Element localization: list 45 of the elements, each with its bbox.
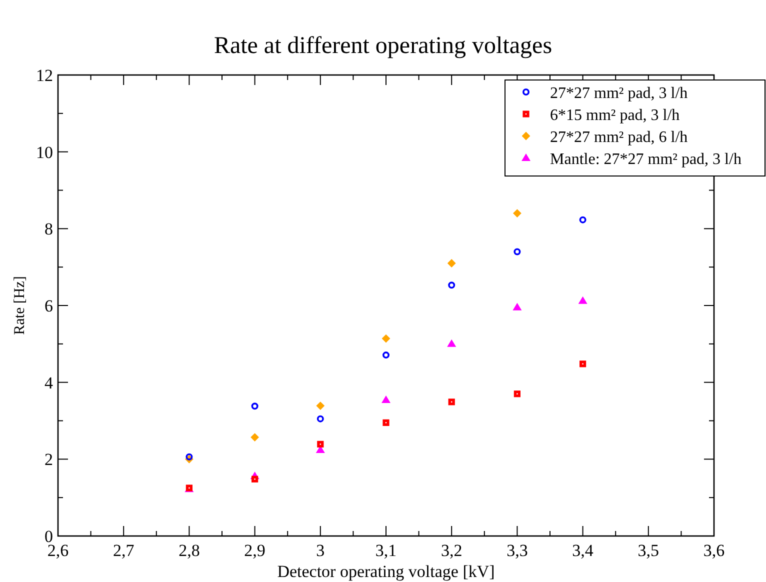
x-tick-label: 3,3 [506, 541, 528, 560]
point [382, 352, 390, 359]
x-tick-label: 3,4 [572, 541, 594, 560]
point [382, 419, 390, 426]
y-tick-label: 8 [44, 220, 53, 239]
point [578, 296, 588, 304]
point [448, 398, 455, 406]
x-tick-label: 2,8 [178, 541, 200, 560]
point [579, 216, 586, 224]
legend-label: 27*27 mm² pad, 3 l/h [550, 85, 688, 102]
y-tick-label: 12 [36, 66, 53, 85]
point [316, 415, 324, 422]
point [447, 339, 456, 347]
x-tick-label: 3,5 [638, 541, 660, 560]
x-tick-label: 3,6 [703, 541, 725, 560]
x-tick-label: 3,2 [440, 541, 462, 560]
point [250, 433, 259, 442]
y-tick-label: 2 [44, 450, 53, 470]
point [514, 390, 520, 398]
point [316, 402, 325, 410]
legend-label: 6*15 mm² pad, 3 l/h [550, 107, 680, 124]
point [251, 402, 258, 410]
point [447, 259, 456, 268]
point [186, 453, 193, 460]
x-tick-label: 3 [316, 541, 325, 560]
y-tick-label: 4 [44, 373, 54, 392]
x-tick-label: 2,7 [112, 541, 135, 560]
x-tick-label: 2,9 [244, 541, 266, 560]
y-tick-label: 10 [36, 142, 53, 162]
legend-label: 27*27 mm² pad, 6 l/h [550, 129, 688, 146]
legend-label: Mantle: 27*27 mm² pad, 3 l/h [550, 151, 742, 168]
y-axis-title: Rate [Hz] [12, 276, 28, 335]
point [382, 396, 390, 404]
point [448, 282, 456, 289]
chart-title: Rate at different operating voltages [214, 33, 552, 59]
point [252, 476, 258, 482]
point [513, 209, 522, 218]
point [514, 248, 521, 256]
point [317, 440, 324, 448]
x-axis-title: Detector operating voltage [kV] [277, 562, 495, 581]
x-tick-label: 3,1 [375, 541, 397, 560]
point [512, 302, 522, 310]
point [382, 334, 390, 343]
y-tick-label: 6 [44, 296, 53, 316]
point [580, 360, 586, 368]
